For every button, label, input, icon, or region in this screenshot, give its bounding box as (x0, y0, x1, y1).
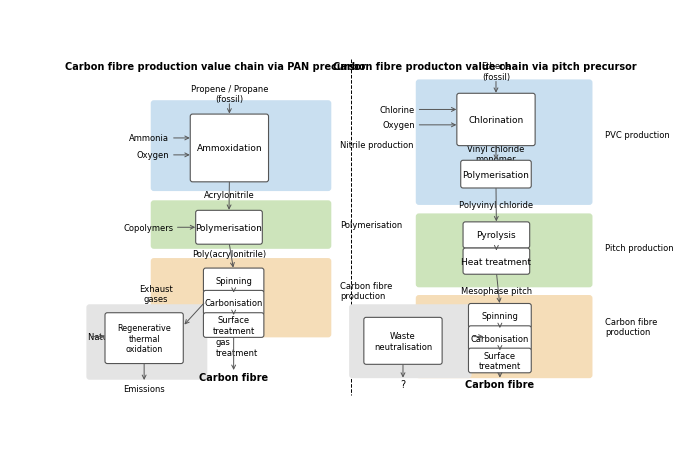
FancyBboxPatch shape (349, 304, 471, 378)
Text: Polymerisation: Polymerisation (462, 170, 530, 179)
FancyBboxPatch shape (203, 268, 264, 293)
Text: Spinning: Spinning (215, 276, 252, 285)
FancyBboxPatch shape (190, 115, 269, 182)
Text: Poly(acrylonitrile): Poly(acrylonitrile) (192, 249, 266, 258)
Text: Emissions: Emissions (123, 384, 165, 393)
FancyBboxPatch shape (469, 348, 532, 373)
FancyBboxPatch shape (151, 101, 332, 192)
Text: Carbon fibre: Carbon fibre (199, 372, 269, 382)
Text: Propene / Propane
(fossil): Propene / Propane (fossil) (190, 84, 268, 104)
Text: Carbon fibre
production: Carbon fibre production (605, 317, 657, 336)
Text: Polymerisation: Polymerisation (340, 220, 402, 229)
Text: Carbon fibre: Carbon fibre (465, 379, 534, 390)
Text: Carbon fibre producton value chain via pitch precursor: Carbon fibre producton value chain via p… (333, 62, 636, 72)
Text: Exhaust
gas
treatment: Exhaust gas treatment (216, 327, 258, 357)
Text: Ethene
(fossil): Ethene (fossil) (481, 62, 511, 82)
Text: ?: ? (401, 379, 406, 390)
Text: Ammoxidation: Ammoxidation (197, 144, 262, 153)
FancyBboxPatch shape (463, 222, 530, 249)
FancyBboxPatch shape (203, 313, 264, 338)
Text: Regenerative
thermal
oxidation: Regenerative thermal oxidation (117, 323, 171, 353)
Text: Oxygen: Oxygen (137, 151, 169, 160)
Text: Waste
products: Waste products (402, 327, 439, 346)
FancyBboxPatch shape (364, 318, 442, 364)
Text: Pyrolysis: Pyrolysis (477, 231, 516, 240)
Text: Ammonia: Ammonia (129, 134, 169, 143)
Text: Carbonisation: Carbonisation (471, 334, 529, 343)
Text: Oxygen: Oxygen (382, 121, 415, 130)
FancyBboxPatch shape (463, 249, 530, 275)
Text: Nitrile production: Nitrile production (340, 140, 413, 149)
Text: Exhaust
gases: Exhaust gases (139, 284, 173, 304)
FancyBboxPatch shape (151, 258, 332, 338)
Text: Carbon fibre production value chain via PAN precursor: Carbon fibre production value chain via … (65, 62, 366, 72)
Text: Chlorination: Chlorination (469, 116, 523, 124)
FancyBboxPatch shape (151, 201, 332, 249)
FancyBboxPatch shape (416, 295, 593, 378)
Text: Heat treatment: Heat treatment (462, 257, 532, 266)
Text: Pitch production: Pitch production (605, 243, 673, 252)
FancyBboxPatch shape (469, 304, 532, 328)
FancyBboxPatch shape (416, 80, 593, 206)
Text: Vinyl chloride
monomer: Vinyl chloride monomer (467, 144, 525, 164)
Text: Spinning: Spinning (482, 312, 519, 321)
Text: Polyvinyl chloride: Polyvinyl chloride (459, 201, 533, 210)
FancyBboxPatch shape (457, 94, 535, 146)
Text: Waste
treatment: Waste treatment (481, 332, 523, 352)
Text: Waste
neutralisation: Waste neutralisation (374, 331, 432, 351)
Text: Carbon fibre
production: Carbon fibre production (340, 281, 393, 300)
FancyBboxPatch shape (105, 313, 184, 364)
FancyBboxPatch shape (461, 161, 532, 189)
FancyBboxPatch shape (416, 214, 593, 288)
Text: Carbonisation: Carbonisation (204, 299, 263, 308)
Text: Surface
treatment: Surface treatment (479, 351, 521, 370)
Text: Mesophase pitch: Mesophase pitch (461, 286, 532, 295)
Text: Chlorine: Chlorine (379, 106, 415, 115)
FancyBboxPatch shape (196, 211, 262, 244)
FancyBboxPatch shape (86, 304, 208, 380)
Text: Surface
treatment: Surface treatment (212, 316, 255, 335)
Text: Acrylonitrile: Acrylonitrile (204, 190, 255, 199)
Text: Polymerisation: Polymerisation (195, 223, 262, 232)
FancyBboxPatch shape (469, 326, 532, 351)
Text: PVC production: PVC production (605, 130, 670, 139)
Text: Natural gas: Natural gas (88, 332, 136, 341)
Text: Copolymers: Copolymers (123, 223, 173, 232)
FancyBboxPatch shape (203, 291, 264, 315)
